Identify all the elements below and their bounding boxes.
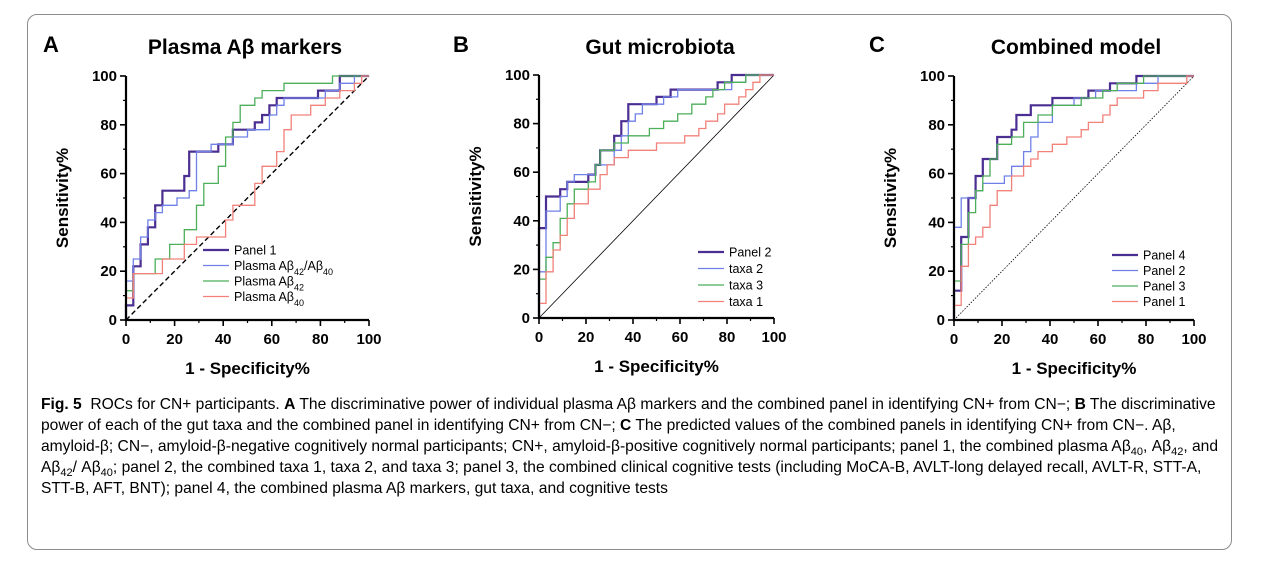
y-tick-label: 60 <box>100 166 117 183</box>
reference-diagonal <box>538 74 775 319</box>
roc-curve-taxa-1 <box>538 74 774 318</box>
x-tick-label: 20 <box>166 331 183 348</box>
figure-caption: Fig. 5 ROCs for CN+ participants. A The … <box>41 394 1221 499</box>
legend-label: Panel 2 <box>1143 264 1185 278</box>
chart-title: Combined model <box>991 36 1161 59</box>
legend-label: Panel 3 <box>1143 280 1185 294</box>
x-tick-label: 40 <box>625 329 642 346</box>
roc-curve-panel-3 <box>953 75 1194 320</box>
y-axis-label: Sensitivity% <box>881 148 900 248</box>
y-tick-label: 60 <box>513 164 530 181</box>
legend-label: Panel 4 <box>1143 249 1185 263</box>
panel-label: B <box>453 32 469 57</box>
x-tick-label: 100 <box>761 329 786 346</box>
legend-label: Panel 1 <box>234 244 276 258</box>
legend-label: taxa 2 <box>729 262 763 276</box>
x-tick-label: 20 <box>994 331 1011 348</box>
legend-label: Plasma Aβ40 <box>234 290 304 308</box>
y-tick-label: 20 <box>928 263 945 280</box>
x-tick-label: 80 <box>719 329 736 346</box>
y-tick-label: 0 <box>522 310 530 327</box>
y-tick-label: 60 <box>928 166 945 183</box>
y-axis-label: Sensitivity% <box>53 148 72 248</box>
x-tick-label: 80 <box>1138 331 1155 348</box>
roc-curve-panel-1 <box>124 74 369 320</box>
y-tick-label: 40 <box>928 214 945 231</box>
caption-label: Fig. 5 <box>41 396 82 413</box>
reference-diagonal <box>953 75 1195 321</box>
x-tick-label: 20 <box>578 329 595 346</box>
x-tick-label: 0 <box>122 331 130 348</box>
roc-curve-panel-1 <box>953 75 1194 320</box>
y-tick-label: 20 <box>100 263 117 280</box>
chart-title: Plasma Aβ markers <box>148 36 342 59</box>
x-tick-label: 80 <box>312 331 329 348</box>
legend-label: Panel 1 <box>1143 295 1185 309</box>
y-tick-label: 100 <box>505 67 530 84</box>
y-tick-label: 100 <box>920 68 945 85</box>
y-tick-label: 80 <box>513 116 530 133</box>
chart-title: Gut microbiota <box>585 36 735 59</box>
chart-panel-b: B Gut microbiota 00 20 20 40 40 60 60 80 80 100 100 1… <box>453 32 787 376</box>
caption-text: ROCs for CN+ participants. A The discrim… <box>41 396 1219 497</box>
x-tick-label: 100 <box>356 331 381 348</box>
y-tick-label: 80 <box>100 117 117 134</box>
y-tick-label: 40 <box>100 214 117 231</box>
y-tick-label: 40 <box>513 213 530 230</box>
legend-label: taxa 1 <box>729 295 763 309</box>
x-tick-label: 60 <box>672 329 689 346</box>
y-tick-label: 100 <box>92 68 117 85</box>
legend-label: Panel 2 <box>729 246 771 260</box>
panel-label: A <box>43 32 59 57</box>
reference-diagonal <box>125 75 370 321</box>
x-tick-label: 60 <box>263 331 280 348</box>
x-tick-label: 40 <box>1042 331 1059 348</box>
x-axis-label: 1 - Specificity% <box>1012 359 1137 378</box>
legend-label: Plasma Aβ42 <box>234 275 304 293</box>
x-tick-label: 0 <box>535 329 543 346</box>
y-tick-label: 80 <box>928 117 945 134</box>
legend-label: Plasma Aβ42/Aβ40 <box>234 259 333 277</box>
roc-curve-taxa-3 <box>538 74 774 318</box>
legend-label: taxa 3 <box>729 279 763 293</box>
x-axis-label: 1 - Specificity% <box>594 357 719 376</box>
roc-curve-taxa-2 <box>538 74 774 318</box>
y-tick-label: 20 <box>513 261 530 278</box>
y-axis-label: Sensitivity% <box>466 146 485 246</box>
panel-label: C <box>869 32 885 57</box>
chart-panel-a: A Plasma Aβ markers 00 20 20 40 40 60 60 80 80 100 1… <box>43 32 382 378</box>
x-axis-label: 1 - Specificity% <box>185 359 310 378</box>
chart-panel-c: C Combined model 00 20 20 40 40 60 60 80 80 100 100 1… <box>869 32 1207 378</box>
y-tick-label: 0 <box>109 312 117 329</box>
roc-curve-plasma-a-42 <box>125 75 369 320</box>
figure-frame <box>27 14 1232 550</box>
x-tick-label: 60 <box>1090 331 1107 348</box>
x-tick-label: 100 <box>1181 331 1206 348</box>
x-tick-label: 0 <box>950 331 958 348</box>
x-tick-label: 40 <box>215 331 232 348</box>
y-tick-label: 0 <box>937 312 945 329</box>
roc-curve-plasma-a-40 <box>125 75 369 320</box>
